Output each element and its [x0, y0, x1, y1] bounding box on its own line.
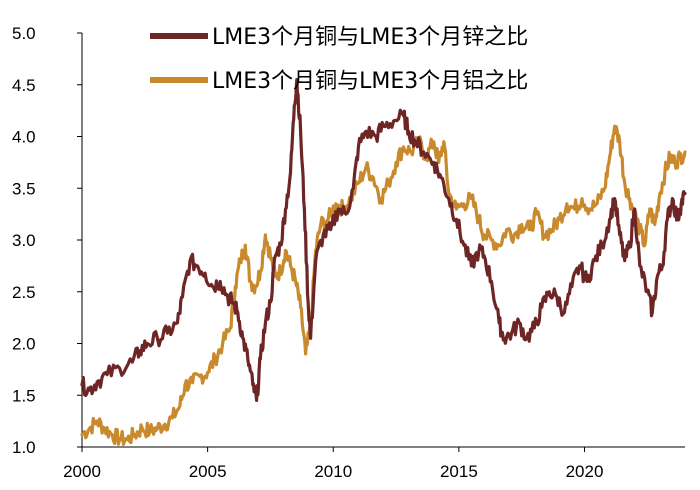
series-line-copper-aluminium: [80, 124, 687, 446]
axes: 1.0 1.5 2.0 2.5 3.0 3.5 4.0 4.5 5.0 2000 2005 2010 2…: [12, 24, 685, 481]
x-tick-label: 2005: [189, 462, 227, 481]
y-tick-label: 4.0: [12, 128, 36, 147]
legend-item-copper-zinc-label: LME3个月铜与LME3个月锌之比: [212, 25, 528, 50]
x-tick-label: 2000: [63, 462, 101, 481]
y-tick-label: 1.5: [12, 386, 36, 405]
legend: LME3个月铜与LME3个月锌之比 LME3个月铜与LME3个月铝之比: [150, 25, 528, 94]
x-tick-label: 2010: [314, 462, 352, 481]
y-tick-label: 1.0: [12, 438, 36, 457]
y-tick-label: 2.5: [12, 283, 36, 302]
series-line-copper-zinc: [80, 78, 687, 402]
y-tick-label: 3.5: [12, 179, 36, 198]
y-tick-label: 2.0: [12, 335, 36, 354]
y-tick-label: 3.0: [12, 231, 36, 250]
x-tick-label: 2020: [566, 462, 604, 481]
series-layer: [80, 78, 687, 446]
y-tick-label: 4.5: [12, 76, 36, 95]
y-tick-label: 5.0: [12, 24, 36, 43]
legend-item-copper-aluminium-label: LME3个月铜与LME3个月铝之比: [212, 69, 528, 94]
x-tick-label: 2015: [440, 462, 478, 481]
